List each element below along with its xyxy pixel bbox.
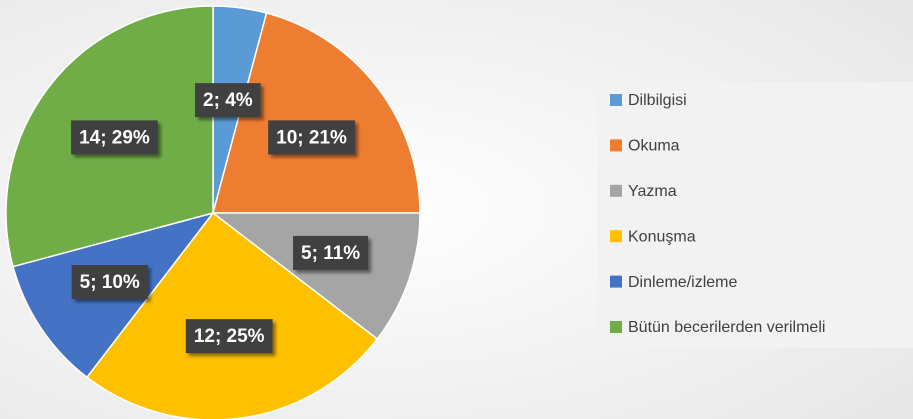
data-label-text: 14; 29% bbox=[79, 127, 150, 148]
data-label-box bbox=[293, 235, 369, 270]
legend-swatch bbox=[610, 139, 622, 152]
legend-label: Okuma bbox=[628, 138, 680, 155]
pie-slice bbox=[212, 12, 421, 214]
legend-label: Bütün becerilerden verilmeli bbox=[628, 319, 825, 336]
data-label: 12; 25% bbox=[185, 319, 273, 354]
legend-swatch bbox=[610, 275, 622, 288]
legend-box bbox=[597, 82, 913, 348]
pie-slice bbox=[210, 212, 421, 341]
data-label-text: 5; 11% bbox=[301, 243, 360, 264]
legend-label: Konuşma bbox=[628, 228, 696, 245]
data-label-box bbox=[185, 319, 273, 354]
data-label-box bbox=[195, 83, 261, 118]
data-label: 5; 11% bbox=[293, 235, 369, 270]
legend-label: Dinleme/izleme bbox=[628, 274, 737, 291]
data-label-box bbox=[71, 120, 158, 155]
pie-slice bbox=[85, 211, 379, 419]
legend-label: Dilbilgisi bbox=[628, 92, 687, 109]
data-label-text: 5; 10% bbox=[80, 272, 140, 293]
data-label-box bbox=[71, 265, 148, 300]
data-label: 5; 10% bbox=[71, 265, 148, 300]
data-label-box bbox=[268, 120, 355, 155]
legend-label: Yazma bbox=[628, 183, 677, 200]
legend-swatch bbox=[610, 94, 622, 106]
legend-swatch bbox=[610, 321, 622, 333]
data-label: 10; 21% bbox=[268, 120, 355, 155]
data-label-text: 10; 21% bbox=[276, 127, 347, 148]
data-label-text: 12; 25% bbox=[194, 326, 265, 347]
data-label: 2; 4% bbox=[195, 83, 261, 118]
legend-swatch bbox=[610, 230, 622, 243]
legend-swatch bbox=[610, 184, 622, 197]
data-label-text: 2; 4% bbox=[203, 90, 253, 111]
data-label: 14; 29% bbox=[71, 120, 158, 155]
